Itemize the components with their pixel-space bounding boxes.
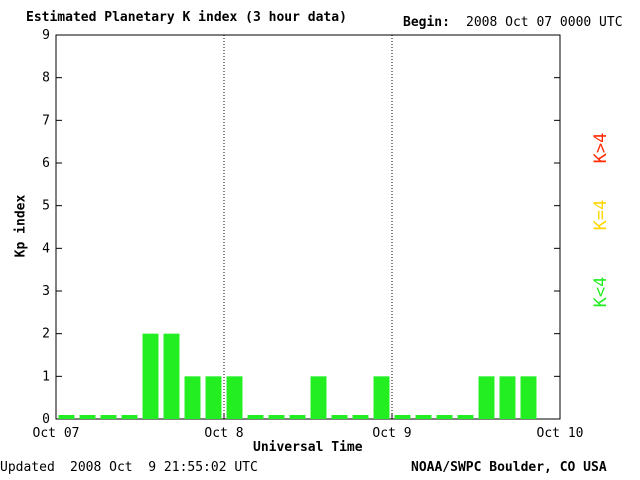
y-tick-label: 7 bbox=[42, 113, 50, 128]
kp-bar bbox=[478, 376, 495, 419]
kp-bar bbox=[289, 415, 306, 419]
legend-k-less-4: K<4 bbox=[591, 276, 611, 308]
kp-bar bbox=[163, 333, 180, 419]
x-tick-label: Oct 9 bbox=[372, 426, 411, 441]
kp-bar bbox=[226, 376, 243, 419]
begin-label: Begin: bbox=[403, 15, 450, 30]
kp-bar bbox=[142, 333, 159, 419]
kp-bar bbox=[58, 415, 75, 419]
kp-bar bbox=[268, 415, 285, 419]
kp-bar bbox=[79, 415, 96, 419]
kp-bar bbox=[457, 415, 474, 419]
x-tick-label: Oct 07 bbox=[33, 426, 80, 441]
source-credit: NOAA/SWPC Boulder, CO USA bbox=[411, 460, 607, 475]
y-tick-label: 3 bbox=[42, 284, 50, 299]
kp-bar bbox=[436, 415, 453, 419]
kp-bar bbox=[100, 415, 117, 419]
legend-k-greater-4: K>4 bbox=[591, 132, 611, 164]
y-tick-label: 8 bbox=[42, 71, 50, 86]
kp-bar bbox=[520, 376, 537, 419]
kp-bar bbox=[499, 376, 516, 419]
chart-title: Estimated Planetary K index (3 hour data… bbox=[26, 10, 347, 25]
y-tick-label: 6 bbox=[42, 156, 50, 171]
y-tick-label: 2 bbox=[42, 327, 50, 342]
begin-value: 2008 Oct 07 0000 UTC bbox=[466, 15, 623, 30]
kp-bar bbox=[310, 376, 327, 419]
kp-bar bbox=[247, 415, 264, 419]
kp-bar bbox=[394, 415, 411, 419]
y-tick-label: 5 bbox=[42, 199, 50, 214]
updated-timestamp: 2008 Oct 9 21:55:02 UTC bbox=[70, 460, 258, 475]
kp-bar bbox=[205, 376, 222, 419]
x-tick-label: Oct 10 bbox=[537, 426, 584, 441]
y-tick-label: 0 bbox=[42, 412, 50, 427]
kp-bar bbox=[331, 415, 348, 419]
y-axis-label: Kp index bbox=[13, 194, 29, 258]
y-tick-label: 4 bbox=[42, 241, 50, 256]
x-tick-label: Oct 8 bbox=[204, 426, 243, 441]
kp-bar bbox=[352, 415, 369, 419]
kp-bar bbox=[121, 415, 138, 419]
legend-k-equal-4: K=4 bbox=[591, 199, 611, 231]
y-tick-label: 9 bbox=[42, 28, 50, 43]
kp-bar bbox=[373, 376, 390, 419]
plot-frame bbox=[55, 34, 561, 420]
kp-bar bbox=[184, 376, 201, 419]
updated-label: Updated bbox=[0, 460, 55, 475]
y-tick-label: 1 bbox=[42, 369, 50, 384]
x-axis-label: Universal Time bbox=[253, 440, 363, 455]
kp-bar bbox=[415, 415, 432, 419]
